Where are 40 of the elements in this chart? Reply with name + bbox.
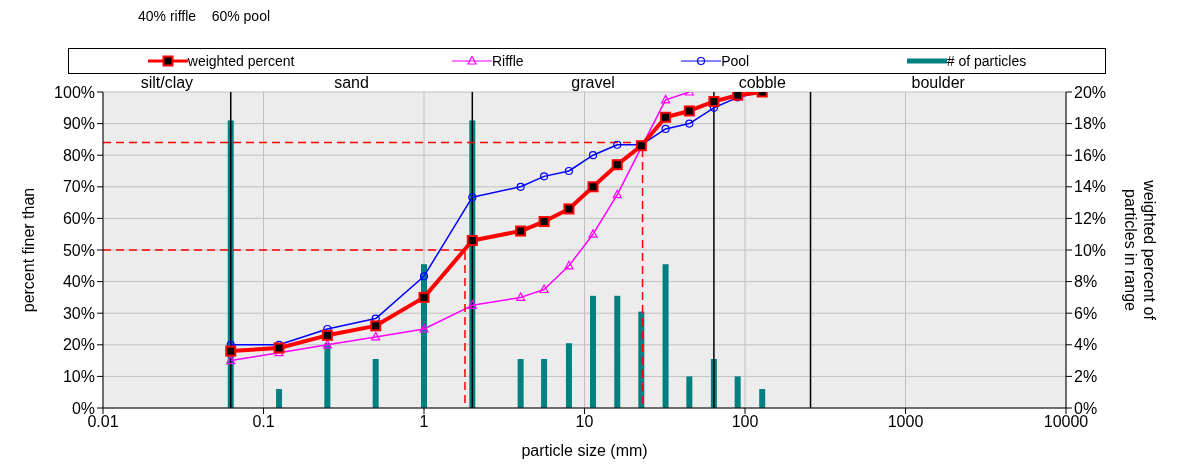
x-tick-label: 100	[731, 413, 759, 431]
y2-tick-label: 4%	[1074, 336, 1098, 354]
y2-tick-label: 2%	[1074, 368, 1098, 386]
y2-tick-label: 6%	[1074, 304, 1098, 322]
x-tick-label: 10	[575, 413, 594, 431]
y-tick-label: 50%	[62, 241, 95, 259]
y-tick-label: 40%	[62, 273, 95, 291]
text: silt/clay	[140, 74, 194, 91]
y2-tick-label: 12%	[1074, 210, 1107, 228]
x-tick-label: 0.01	[87, 413, 119, 431]
y-tick-label: 80%	[62, 146, 95, 164]
y2-tick-label: 18%	[1074, 115, 1107, 133]
y-tick-label: 100%	[54, 83, 95, 101]
y-tick-label: 30%	[62, 304, 95, 322]
x-tick-label: 10000	[1043, 413, 1089, 431]
y2-tick-label: 20%	[1074, 83, 1107, 101]
legend-label: Pool	[721, 53, 750, 69]
text: sand	[334, 74, 369, 91]
y-tick-label: 60%	[62, 210, 95, 228]
y2-axis-title: weighted percent of particles in range	[1122, 179, 1158, 321]
y-tick-label: 20%	[62, 336, 95, 354]
text: 40% riffle 60% pool	[138, 8, 271, 24]
y-axis-title: percent finer than	[19, 187, 37, 313]
x-tick-label: 1000	[887, 413, 924, 431]
x-tick-label: 0.1	[252, 413, 275, 431]
y2-tick-label: 14%	[1074, 178, 1107, 196]
y-tick-label: 90%	[62, 115, 95, 133]
x-axis-title: particle size (mm)	[521, 442, 648, 459]
text: boulder	[911, 74, 966, 91]
x-tick-label: 1	[419, 413, 429, 431]
legend-label: # of particles	[946, 53, 1027, 69]
y2-tick-label: 16%	[1074, 146, 1107, 164]
y2-tick-label: 10%	[1074, 241, 1107, 259]
y-tick-label: 10%	[62, 368, 95, 386]
legend-label: Riffle	[491, 53, 524, 69]
y-tick-label: 70%	[62, 178, 95, 196]
text: gravel	[571, 74, 615, 91]
text: cobble	[738, 74, 786, 91]
y2-tick-label: 8%	[1074, 273, 1098, 291]
legend-label: weighted percent	[187, 53, 295, 69]
